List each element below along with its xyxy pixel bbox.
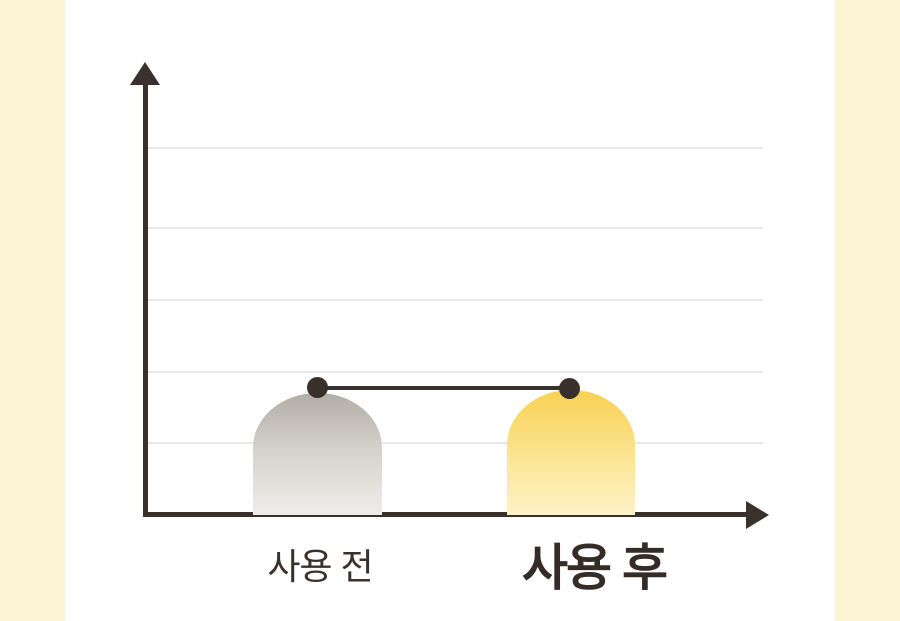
gridline	[146, 147, 763, 149]
category-label-after: 사용 후	[522, 540, 668, 596]
gridline	[146, 442, 763, 444]
equal-level-connector-line	[318, 386, 570, 390]
left-accent-panel	[0, 0, 65, 621]
bar-before-use	[253, 393, 382, 515]
bar-after-use	[507, 390, 635, 515]
category-label-before: 사용 전	[267, 546, 373, 587]
gridline	[146, 371, 763, 373]
right-accent-panel	[835, 0, 900, 621]
gridline	[146, 299, 763, 301]
x-axis-arrow-icon	[746, 501, 769, 529]
x-axis-line	[143, 512, 748, 517]
gridline	[146, 227, 763, 229]
y-axis-arrow-icon	[130, 62, 160, 85]
data-point-dot-before	[307, 377, 328, 398]
data-point-dot-after	[559, 378, 580, 399]
y-axis-line	[143, 80, 148, 517]
